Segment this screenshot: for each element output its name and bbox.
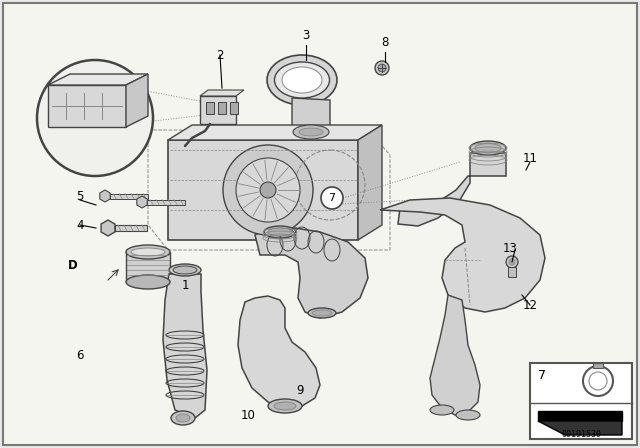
Polygon shape	[48, 74, 148, 85]
Text: 3: 3	[302, 29, 310, 42]
Ellipse shape	[475, 143, 501, 152]
Polygon shape	[48, 85, 126, 127]
Bar	[206, 102, 214, 114]
Polygon shape	[538, 411, 622, 421]
Polygon shape	[538, 421, 622, 435]
Ellipse shape	[131, 248, 165, 256]
Text: 11: 11	[522, 151, 538, 164]
Ellipse shape	[293, 125, 329, 139]
Text: 13: 13	[502, 241, 517, 254]
Polygon shape	[358, 125, 382, 240]
Text: 7: 7	[328, 193, 335, 203]
Bar	[530, 363, 632, 439]
Ellipse shape	[275, 62, 330, 98]
Bar	[230, 102, 238, 114]
Text: D: D	[68, 258, 78, 271]
Polygon shape	[430, 295, 480, 415]
Text: 4: 4	[76, 219, 84, 232]
Ellipse shape	[299, 128, 323, 136]
Text: 2: 2	[216, 48, 224, 61]
Polygon shape	[292, 98, 330, 138]
Text: 6: 6	[76, 349, 84, 362]
Text: 1: 1	[181, 279, 189, 292]
Bar	[126, 252, 170, 282]
Circle shape	[321, 187, 343, 209]
Polygon shape	[168, 140, 358, 240]
Polygon shape	[238, 296, 320, 408]
Ellipse shape	[282, 67, 322, 93]
Bar	[218, 102, 226, 114]
Bar	[200, 96, 236, 124]
Ellipse shape	[171, 411, 195, 425]
Ellipse shape	[470, 141, 506, 155]
Polygon shape	[380, 198, 545, 312]
Bar	[508, 267, 516, 277]
Bar	[147, 199, 185, 204]
Polygon shape	[126, 74, 148, 127]
Circle shape	[375, 61, 389, 75]
Polygon shape	[168, 125, 382, 140]
Circle shape	[378, 64, 386, 72]
Circle shape	[223, 145, 313, 235]
Bar	[593, 363, 603, 368]
Text: 5: 5	[76, 190, 84, 202]
Circle shape	[260, 182, 276, 198]
Polygon shape	[163, 274, 207, 418]
Ellipse shape	[268, 399, 302, 413]
Ellipse shape	[456, 410, 480, 420]
Text: 12: 12	[522, 298, 538, 311]
Text: 8: 8	[381, 35, 388, 48]
Text: 00191530: 00191530	[561, 430, 601, 439]
Ellipse shape	[312, 310, 332, 316]
Circle shape	[506, 256, 518, 268]
Ellipse shape	[430, 405, 454, 415]
Circle shape	[236, 158, 300, 222]
Text: 7: 7	[538, 369, 546, 382]
Polygon shape	[255, 228, 368, 318]
Circle shape	[37, 60, 153, 176]
Ellipse shape	[176, 414, 190, 422]
Bar	[110, 194, 148, 198]
Text: 9: 9	[296, 383, 304, 396]
Ellipse shape	[126, 245, 170, 259]
Text: 10: 10	[241, 409, 255, 422]
Ellipse shape	[264, 226, 296, 238]
Ellipse shape	[267, 55, 337, 105]
Ellipse shape	[173, 266, 197, 274]
Ellipse shape	[126, 275, 170, 289]
Polygon shape	[398, 153, 506, 226]
Ellipse shape	[169, 264, 201, 276]
Polygon shape	[200, 90, 244, 96]
Bar	[115, 225, 147, 231]
Ellipse shape	[268, 228, 292, 236]
Ellipse shape	[274, 402, 296, 410]
Circle shape	[509, 259, 515, 265]
Ellipse shape	[308, 308, 336, 318]
